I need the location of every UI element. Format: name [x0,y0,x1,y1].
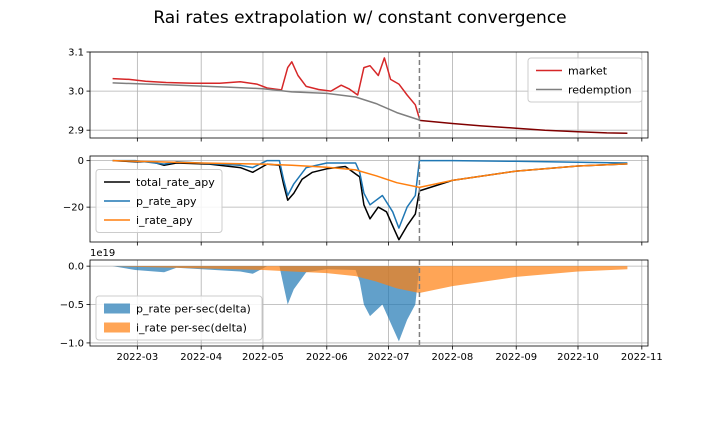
legend-label: market [568,65,608,78]
plot-frame [89,155,649,243]
series-line-2 [112,159,628,229]
legend-label: p_rate_apy [136,195,197,208]
panel-2: 0 −20 total_rate_apy p_rate_apy i_rate_apy [63,155,649,246]
y-tick-label: 2.9 [68,126,84,137]
legend: total_rate_apy p_rate_apy i_rate_apy [95,169,223,233]
x-tick-label: 2022-04 [180,352,222,363]
legend-label: p_rate per-sec(delta) [136,303,251,316]
legend-label: i_rate_apy [136,214,193,227]
panels: 2.9 3.0 3.1 market redemption 0 −20 total_rate_… [60,48,663,364]
legend-swatch [104,303,130,314]
legend-label: i_rate per-sec(delta) [136,322,247,335]
series-line-2 [112,82,420,121]
x-tick-label: 2022-03 [116,352,158,363]
x-tick-label: 2022-09 [495,352,537,363]
x-tick-label: 2022-11 [621,352,663,363]
legend-box [95,295,263,341]
plot-frame [89,51,649,139]
series-line-3 [112,159,628,189]
y-offset-label: 1e19 [90,248,115,259]
legend-box [95,169,223,233]
legend-box [527,57,643,103]
x-tick-label: 2022-08 [431,352,473,363]
x-tick-label: 2022-05 [242,352,284,363]
series-area-2 [112,266,628,293]
y-tick-label: −0.5 [60,300,84,311]
legend: p_rate per-sec(delta) i_rate per-sec(delt… [95,295,263,341]
legend-label: total_rate_apy [136,176,215,189]
panel-3: 2022-03 2022-04 2022-05 2022-06 2022-07 2022-… [60,248,663,363]
y-tick-label: −20 [63,203,84,214]
series-area-1 [112,266,628,342]
y-tick-label: 0.0 [68,262,84,273]
legend-swatch [104,322,130,333]
series-line-1 [112,57,421,119]
chart-title: Rai rates extrapolation w/ constant conv… [153,8,566,28]
plot-frame [89,259,649,347]
legend-label: redemption [568,84,632,97]
y-tick-label: 3.0 [68,87,84,98]
x-tick-label: 2022-07 [368,352,410,363]
panel-1: 2.9 3.0 3.1 market redemption [68,48,649,142]
x-tick-label: 2022-10 [557,352,599,363]
x-tick-label: 2022-06 [306,352,348,363]
legend: market redemption [527,57,643,103]
y-tick-label: −1.0 [60,338,84,349]
y-tick-label: 0 [78,156,84,167]
series-line-3 [419,119,628,135]
y-tick-label: 3.1 [68,48,84,59]
